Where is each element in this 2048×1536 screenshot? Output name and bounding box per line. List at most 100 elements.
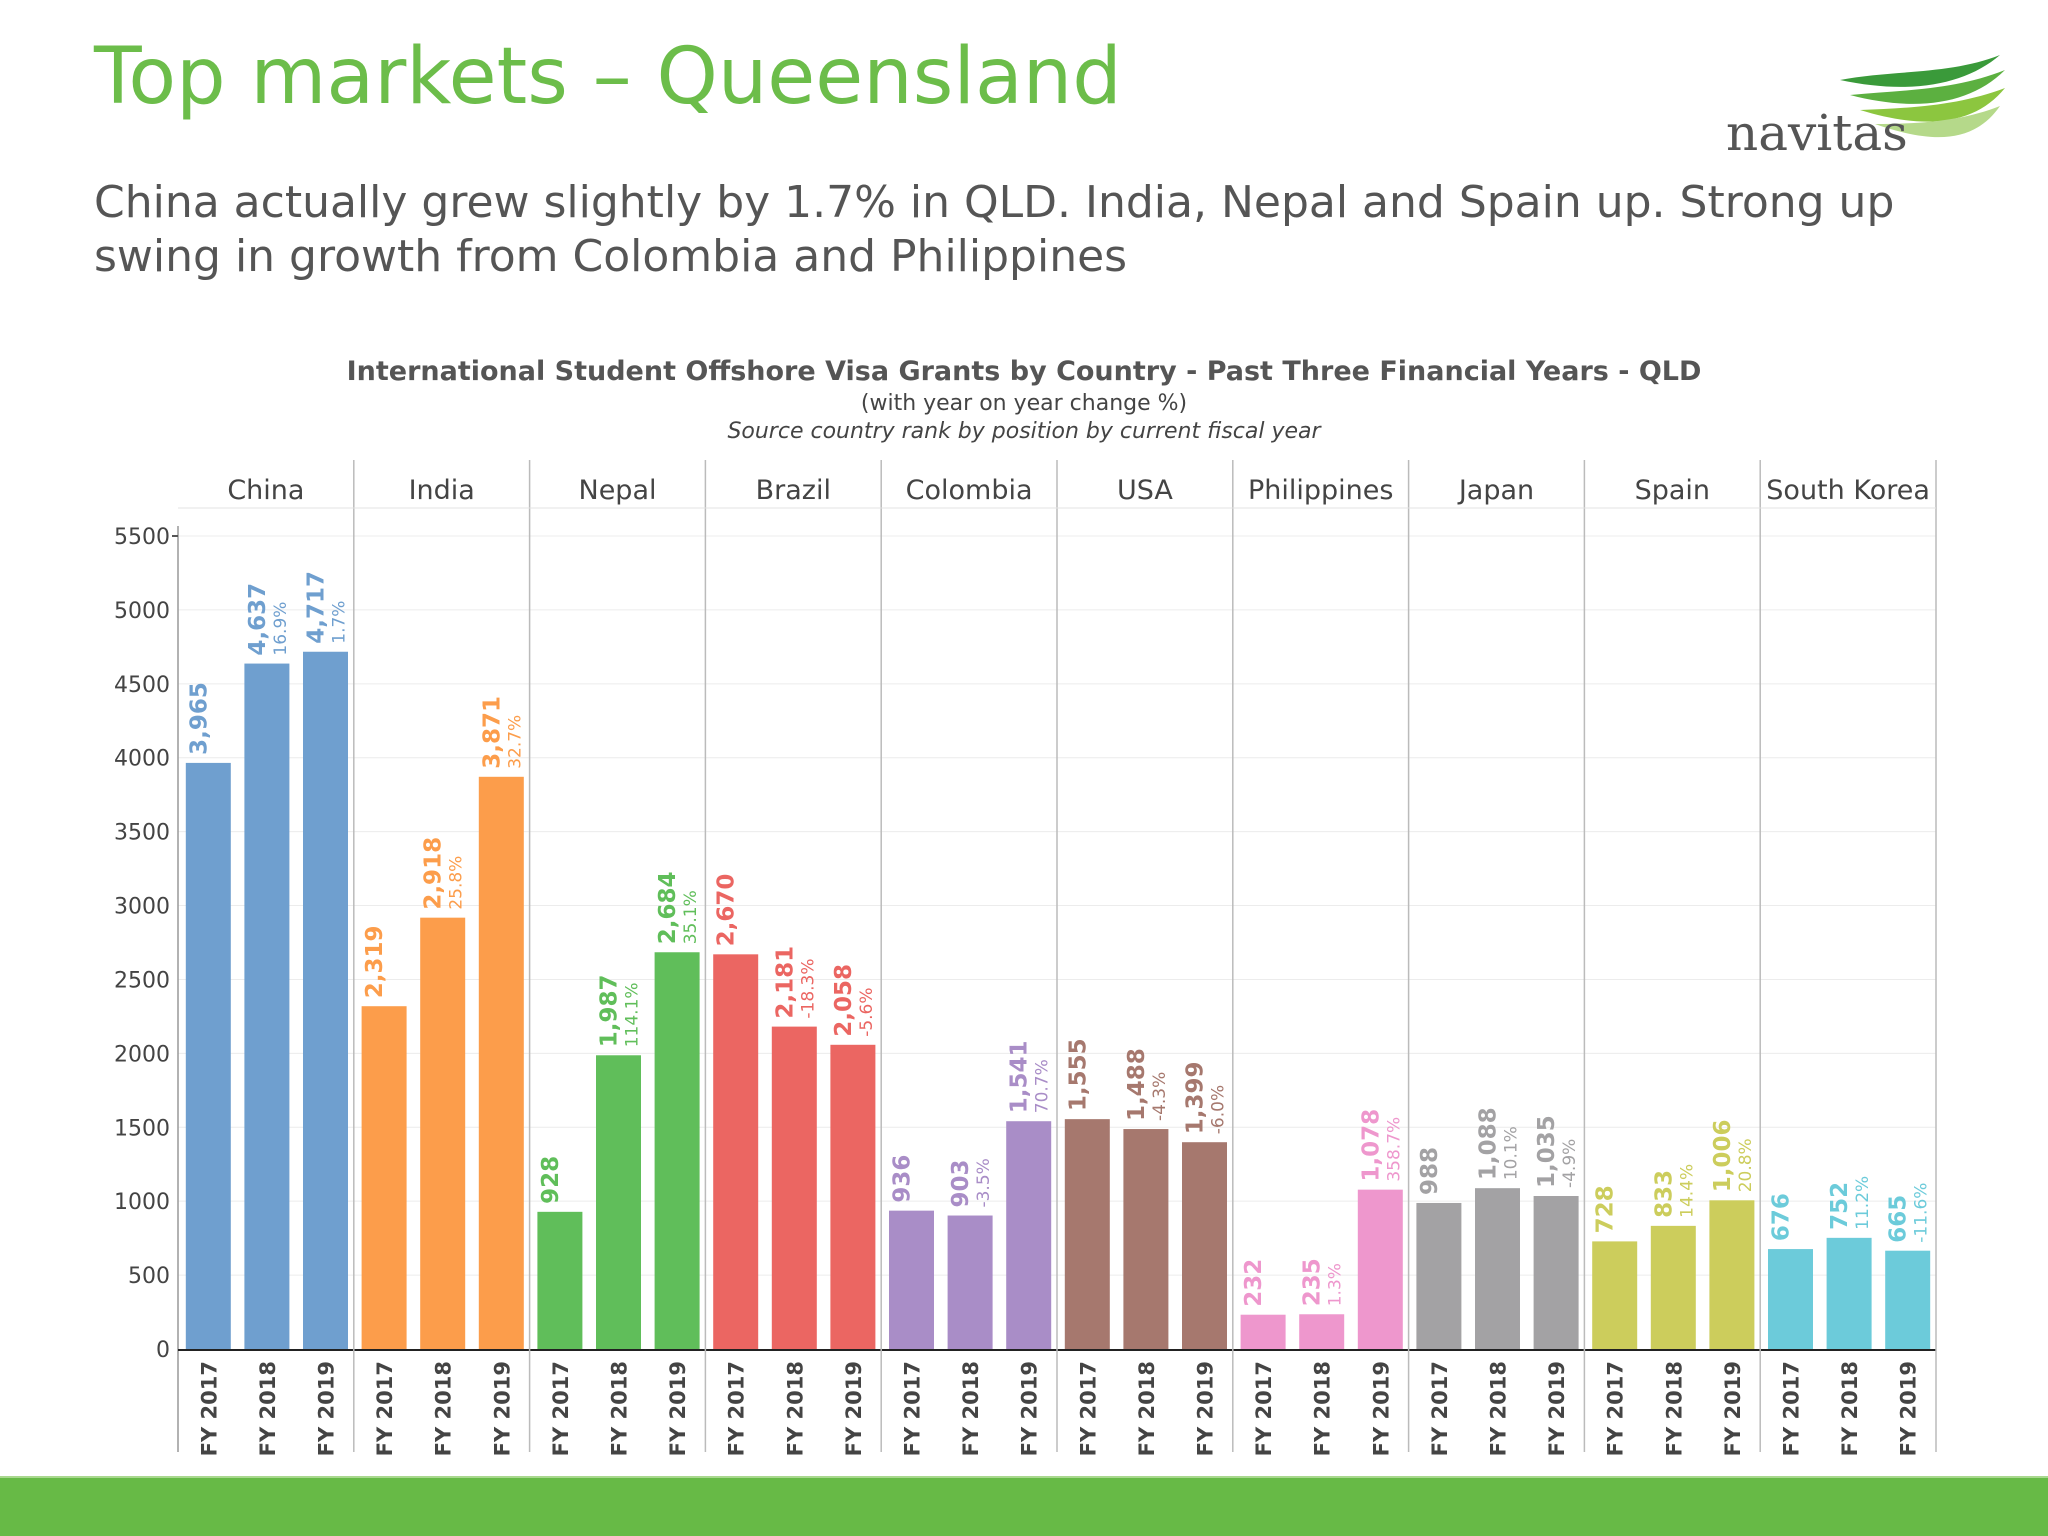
navitas-logo: navitas [1726,55,2005,160]
bar [713,954,759,1349]
y-tick-label: 4000 [114,747,170,772]
bar-change-label: 1.7% [330,601,350,644]
bar-value-label: 2,058 [831,964,857,1037]
x-tick-label: FY 2017 [1604,1361,1628,1456]
y-tick-label: 5500 [114,525,170,550]
x-tick-label: FY 2019 [842,1361,866,1456]
bar-value-label: 232 [1241,1259,1267,1307]
x-tick-label: FY 2017 [901,1361,925,1456]
facet-usa: USA 1,555 FY 2017 1,488 -4.3% FY 2018 1,399 -6.… [1057,460,1234,1456]
bar [303,651,348,1349]
bar [1299,1314,1345,1349]
x-tick-label: FY 2017 [197,1361,221,1456]
bar-change-label: 114.1% [623,982,643,1047]
bar-value-label: 1,555 [1065,1038,1091,1111]
bar [1650,1225,1696,1349]
bar-value-label: 2,319 [362,925,388,998]
bar-value-label: 1,035 [1534,1115,1560,1188]
x-tick-label: FY 2017 [1780,1361,1804,1456]
bar [1826,1237,1872,1349]
facet-spain: Spain 728 FY 2017 833 14.4% FY 2018 1,006 20.8%… [1584,460,1761,1456]
y-tick-label: 3500 [114,821,170,846]
y-tick-label: 0 [156,1338,170,1363]
x-tick-label: FY 2019 [1194,1361,1218,1456]
bar-value-label: 928 [538,1156,564,1204]
bar-value-label: 2,918 [421,837,447,910]
bar-value-label: 903 [948,1160,974,1208]
bar-value-label: 4,637 [245,583,271,656]
facet-label: Nepal [579,475,657,506]
bar-change-label: 20.8% [1736,1138,1756,1192]
bar-change-label: 1.3% [1326,1263,1346,1306]
bar-value-label: 728 [1593,1185,1619,1233]
bar [947,1215,993,1349]
facet-south-korea: South Korea 676 FY 2017 752 11.2% FY 2018 665-… [1760,460,1937,1456]
x-tick-label: FY 2019 [1369,1361,1393,1456]
x-tick-label: FY 2018 [959,1361,983,1456]
facet-brazil: Brazil 2,670 FY 2017 2,181 -18.3% FY 2018 2,05… [705,460,882,1456]
bar-change-label: -6.0% [1209,1085,1229,1134]
facet-label: Japan [1457,475,1534,506]
bar [1885,1250,1931,1349]
bar-value-label: 2,684 [655,871,681,944]
footer-bar [0,1478,2048,1536]
bar [830,1044,876,1349]
bar [1475,1188,1520,1349]
bar [361,1006,407,1349]
facet-china: China 3,965 FY 2017 4,637 16.9% FY 2018 4,717 1… [178,460,355,1456]
bar [889,1210,934,1349]
x-tick-label: FY 2019 [315,1361,339,1456]
x-tick-label: FY 2018 [1487,1361,1511,1456]
bar-change-label: 70.7% [1033,1059,1053,1113]
bar [1064,1119,1110,1349]
facet-philippines: Philippines 232 FY 2017 235 1.3% FY 2018 1,078… [1232,460,1410,1456]
facet-colombia: Colombia 936 FY 2017 903 -3.5% FY 2018 1,541 70… [881,460,1058,1456]
facet-japan: Japan 988 FY 2017 1,088 10.1% FY 2018 1,035 -4.… [1408,460,1586,1456]
bar-value-label: 2,670 [714,874,740,947]
bar-value-label: 752 [1827,1182,1853,1230]
x-tick-label: FY 2018 [608,1361,632,1456]
bar-change-label: -4.9% [1560,1139,1580,1188]
bar-change-label: 32.7% [505,715,525,769]
bar-value-label: 1,987 [597,975,623,1048]
bar [654,952,700,1349]
slide-subtitle: China actually grew slightly by 1.7% in … [94,177,1895,282]
y-tick-label: 500 [128,1264,170,1289]
bar-value-label: 1,488 [1124,1048,1150,1121]
bar [185,762,231,1349]
x-tick-label: FY 2017 [549,1361,573,1456]
x-tick-label: FY 2017 [373,1361,397,1456]
bar [1709,1200,1755,1349]
logo-text: navitas [1726,104,1908,160]
bar-value-label: 3,871 [479,696,505,769]
bar [771,1026,817,1349]
facet-label: Brazil [756,475,831,506]
y-tick-label: 3000 [114,895,170,920]
facet-label: Philippines [1248,475,1393,506]
bar [1006,1121,1052,1349]
bar-value-label: 2,181 [772,946,798,1019]
bar-value-label: 676 [1769,1193,1795,1241]
x-tick-label: FY 2019 [1897,1361,1921,1456]
chart-subtitle: (with year on year change %) [861,391,1187,416]
x-tick-label: FY 2017 [725,1361,749,1456]
x-tick-label: FY 2018 [783,1361,807,1456]
bar [1123,1129,1169,1349]
bar-value-label: 936 [890,1155,916,1203]
bar-value-label: 1,088 [1476,1107,1502,1180]
bar [1240,1314,1286,1349]
bar-change-label: 10.1% [1502,1126,1522,1180]
bar-change-label: 358.7% [1384,1117,1404,1182]
facet-label: Spain [1635,475,1710,506]
facet-label: South Korea [1766,475,1930,506]
bar-change-label: 35.1% [681,890,701,944]
x-tick-label: FY 2018 [1311,1361,1335,1456]
bar [478,776,524,1349]
bar-change-label: -4.3% [1150,1072,1170,1121]
x-tick-label: FY 2018 [256,1361,280,1456]
y-tick-label: 4500 [114,673,170,698]
bar [1182,1142,1227,1349]
x-tick-label: FY 2019 [1018,1361,1042,1456]
bar [1592,1241,1638,1349]
